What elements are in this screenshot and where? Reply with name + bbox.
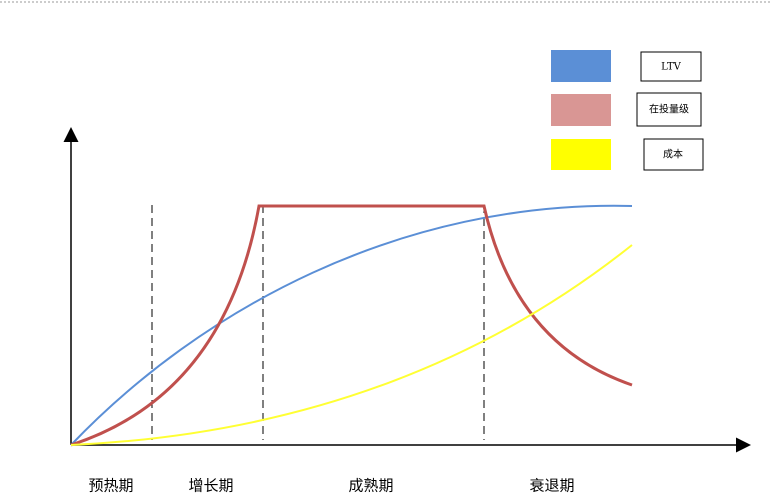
phase-label: 增长期 — [188, 477, 233, 495]
phase-label: 衰退期 — [529, 477, 574, 495]
cost-curve — [70, 244, 633, 446]
legend-label: LTV — [661, 62, 681, 73]
legend-box — [643, 138, 704, 171]
volume-curve — [70, 204, 633, 447]
phase-label: 预热期 — [88, 477, 133, 495]
phase-dividers — [151, 205, 485, 440]
legend-swatch — [551, 94, 611, 126]
ltv-curve — [70, 204, 633, 446]
legend-label: 成本 — [663, 148, 683, 161]
legend-swatch — [551, 50, 611, 82]
phase-label: 成熟期 — [348, 477, 393, 495]
legend-label: 在投量级 — [649, 103, 689, 116]
legend-swatch — [551, 139, 611, 170]
legend-box — [640, 51, 702, 82]
legend-box — [636, 92, 702, 127]
